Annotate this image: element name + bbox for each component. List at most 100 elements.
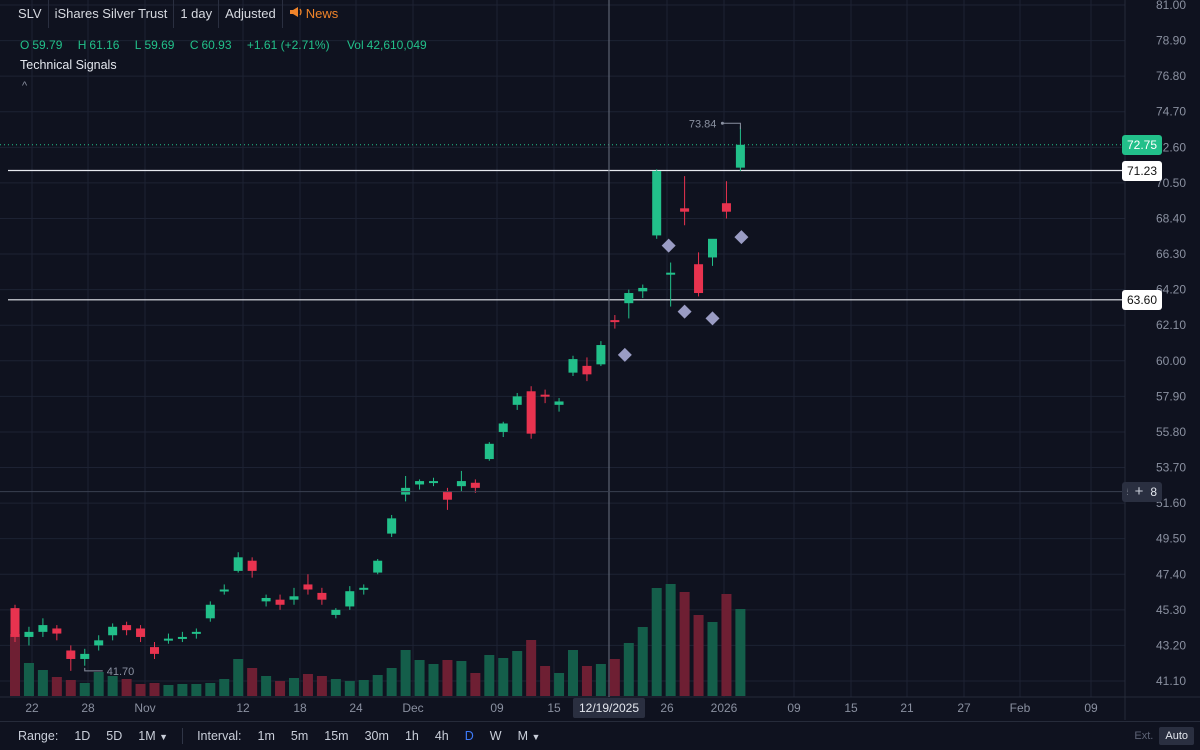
signal-diamond[interactable] <box>617 347 632 362</box>
candle-body[interactable] <box>387 518 397 534</box>
interval-w-button[interactable]: W <box>489 729 502 743</box>
horizontal-lines[interactable] <box>0 144 1125 301</box>
candle-body[interactable] <box>415 481 425 485</box>
volume-bar <box>651 588 662 696</box>
candle-body[interactable] <box>484 443 494 460</box>
x-tick-label: 09 <box>787 701 801 715</box>
candle-body[interactable] <box>136 628 146 637</box>
candle-body[interactable] <box>303 584 313 590</box>
candle-body[interactable] <box>52 628 62 634</box>
candle-body[interactable] <box>122 625 132 631</box>
interval-1m-button[interactable]: 1m <box>257 729 275 743</box>
range-1d-button[interactable]: 1D <box>74 729 91 743</box>
candle-body[interactable] <box>526 391 536 434</box>
candle-body[interactable] <box>10 608 20 637</box>
candle-body[interactable] <box>666 272 676 275</box>
candle-body[interactable] <box>456 481 466 487</box>
candle-body[interactable] <box>721 203 731 212</box>
interval-4h-button[interactable]: 4h <box>434 729 449 743</box>
range-1m-button[interactable]: 1M ▼ <box>130 729 176 743</box>
candle-body[interactable] <box>38 625 48 632</box>
candle-body[interactable] <box>638 287 648 292</box>
candle-body[interactable] <box>652 171 662 236</box>
candle-body[interactable] <box>80 653 90 659</box>
candle-body[interactable] <box>94 640 104 646</box>
news-button[interactable]: News <box>283 0 345 28</box>
technical-signals-label[interactable]: Technical Signals <box>20 58 117 72</box>
candle-body[interactable] <box>610 320 620 323</box>
toolbar-divider <box>182 728 184 744</box>
signal-diamond[interactable] <box>734 230 749 245</box>
candle-body[interactable] <box>205 604 215 619</box>
candle-body[interactable] <box>470 482 480 488</box>
auto-scale-button[interactable]: Auto <box>1159 727 1194 745</box>
signal-diamond[interactable] <box>705 311 720 326</box>
candle-body[interactable] <box>177 636 187 639</box>
candle-body[interactable] <box>66 650 76 659</box>
candle-body[interactable] <box>512 396 522 405</box>
candle-body[interactable] <box>261 597 271 602</box>
chevron-up-icon[interactable]: ^ <box>22 80 28 92</box>
candle-body[interactable] <box>582 365 592 375</box>
add-alert-button[interactable]: + <box>1128 482 1150 502</box>
volume-bar <box>428 664 439 696</box>
candle-body[interactable] <box>359 587 369 590</box>
x-tick-label: 24 <box>349 701 363 715</box>
candle-body[interactable] <box>694 264 704 294</box>
candles[interactable] <box>10 126 745 671</box>
candle-body[interactable] <box>735 144 745 168</box>
candle-body[interactable] <box>275 599 285 605</box>
volume-bar <box>637 627 648 696</box>
candle-body[interactable] <box>289 596 299 600</box>
candle-body[interactable] <box>247 560 257 571</box>
interval-d-button[interactable]: D <box>464 729 474 743</box>
candle-body[interactable] <box>429 481 438 484</box>
interval-1h-button[interactable]: 1h <box>404 729 419 743</box>
interval-5m-button[interactable]: 5m <box>290 729 309 743</box>
candle-body[interactable] <box>498 423 508 432</box>
technical-signals[interactable] <box>617 230 749 362</box>
candle-body[interactable] <box>568 359 578 373</box>
candle-body[interactable] <box>150 647 159 654</box>
candle-body[interactable] <box>680 208 690 212</box>
annotations: 73.84 41.70 <box>84 118 741 678</box>
candle-body[interactable] <box>708 238 717 258</box>
signal-diamond[interactable] <box>677 304 692 319</box>
bottom-toolbar: Range: 1D 5D 1M ▼ Interval: 1m 5m 15m 30… <box>0 721 1200 750</box>
candle-body[interactable] <box>624 293 634 304</box>
candle-body[interactable] <box>219 589 229 592</box>
candle-body[interactable] <box>442 491 452 500</box>
y-tick-label: 47.40 <box>1156 567 1186 581</box>
candle-body[interactable] <box>108 626 118 636</box>
x-tick-label: 27 <box>957 701 971 715</box>
signal-diamond[interactable] <box>661 238 676 253</box>
candle-body[interactable] <box>596 345 606 365</box>
candle-body[interactable] <box>345 591 355 607</box>
y-tick-label: 62.10 <box>1156 318 1186 332</box>
upper-line-tag[interactable]: 71.23 <box>1121 161 1162 181</box>
candle-body[interactable] <box>317 592 327 600</box>
symbol-label[interactable]: SLV <box>0 0 49 28</box>
candle-body[interactable] <box>163 638 173 641</box>
candle-body[interactable] <box>373 560 383 573</box>
y-tick-label: 60.00 <box>1156 354 1186 368</box>
volume-bar <box>498 658 509 696</box>
candle-body[interactable] <box>191 631 201 634</box>
candle-body[interactable] <box>540 394 550 397</box>
volume-bar <box>37 670 48 696</box>
candle-body[interactable] <box>233 557 243 571</box>
interval-selector[interactable]: 1 day <box>174 0 220 28</box>
interval-15m-button[interactable]: 15m <box>324 729 349 743</box>
x-tick-label: 15 <box>844 701 858 715</box>
candle-body[interactable] <box>331 609 341 615</box>
candle-body[interactable] <box>554 401 564 405</box>
interval-m-button[interactable]: M ▼ <box>510 729 549 743</box>
volume-bar <box>609 659 620 696</box>
adjustment-selector[interactable]: Adjusted <box>219 0 283 28</box>
range-5d-button[interactable]: 5D <box>106 729 123 743</box>
lower-line-tag[interactable]: 63.60 <box>1121 290 1162 310</box>
extended-hours-toggle[interactable]: Ext. <box>1134 730 1154 742</box>
candle-body[interactable] <box>24 631 34 637</box>
interval-30m-button[interactable]: 30m <box>364 729 389 743</box>
